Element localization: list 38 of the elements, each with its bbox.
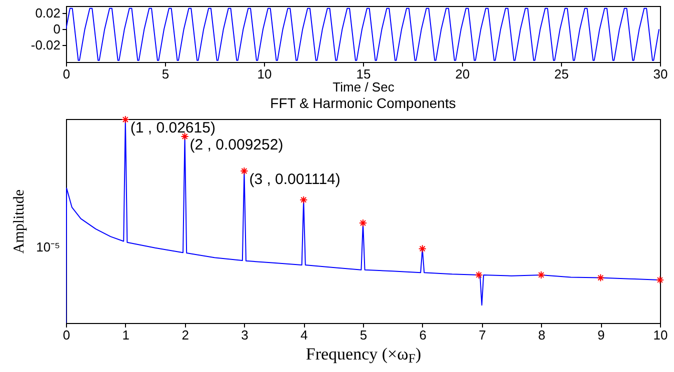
y-axis-title: Amplitude <box>12 189 28 254</box>
chart-title: FFT & Harmonic Components <box>270 94 456 111</box>
x-axis-title: Time / Sec <box>332 80 395 94</box>
x-tick-label: 1 <box>122 328 130 342</box>
x-tick-label: 10 <box>257 66 272 82</box>
point <box>596 274 605 282</box>
point <box>300 196 308 204</box>
y-tick-label: -0.02 <box>30 38 60 53</box>
x-tick-label: 20 <box>455 66 470 82</box>
x-tick-label: 15 <box>356 66 371 82</box>
x-axis-title: Frequency (×ω$_{F}$) <box>306 344 422 366</box>
point <box>358 218 368 228</box>
x-tick-label: 5 <box>360 328 368 342</box>
y-tick-label: 0 <box>53 22 60 37</box>
data-label: (1 , 0.02615) <box>130 120 216 137</box>
text: 10⁻⁵ <box>36 240 60 255</box>
x-tick-label: 4 <box>300 328 308 342</box>
point <box>240 166 248 176</box>
point <box>418 244 426 253</box>
x-tick-label: 0 <box>62 328 70 342</box>
point <box>121 115 130 124</box>
x-tick-label: 5 <box>162 66 170 82</box>
x-tick-label: 6 <box>419 328 427 342</box>
x-tick-label: 10 <box>653 328 668 342</box>
point <box>656 276 664 284</box>
x-tick-label: 9 <box>597 328 605 342</box>
x-tick-label: 7 <box>478 328 486 342</box>
x-tick-label: 0 <box>62 66 70 82</box>
data-label: (3 , 0.001114) <box>249 171 340 188</box>
point <box>537 270 546 280</box>
x-tick-label: 3 <box>241 328 248 342</box>
x-tick-label: 25 <box>554 66 569 82</box>
y-tick-label: 0.02 <box>35 6 60 21</box>
x-tick-label: 2 <box>182 328 189 342</box>
x-tick-label: 30 <box>653 66 668 82</box>
x-tick-label: 8 <box>538 328 546 342</box>
point <box>474 270 483 280</box>
data-label: (2 , 0.009252) <box>190 136 284 154</box>
